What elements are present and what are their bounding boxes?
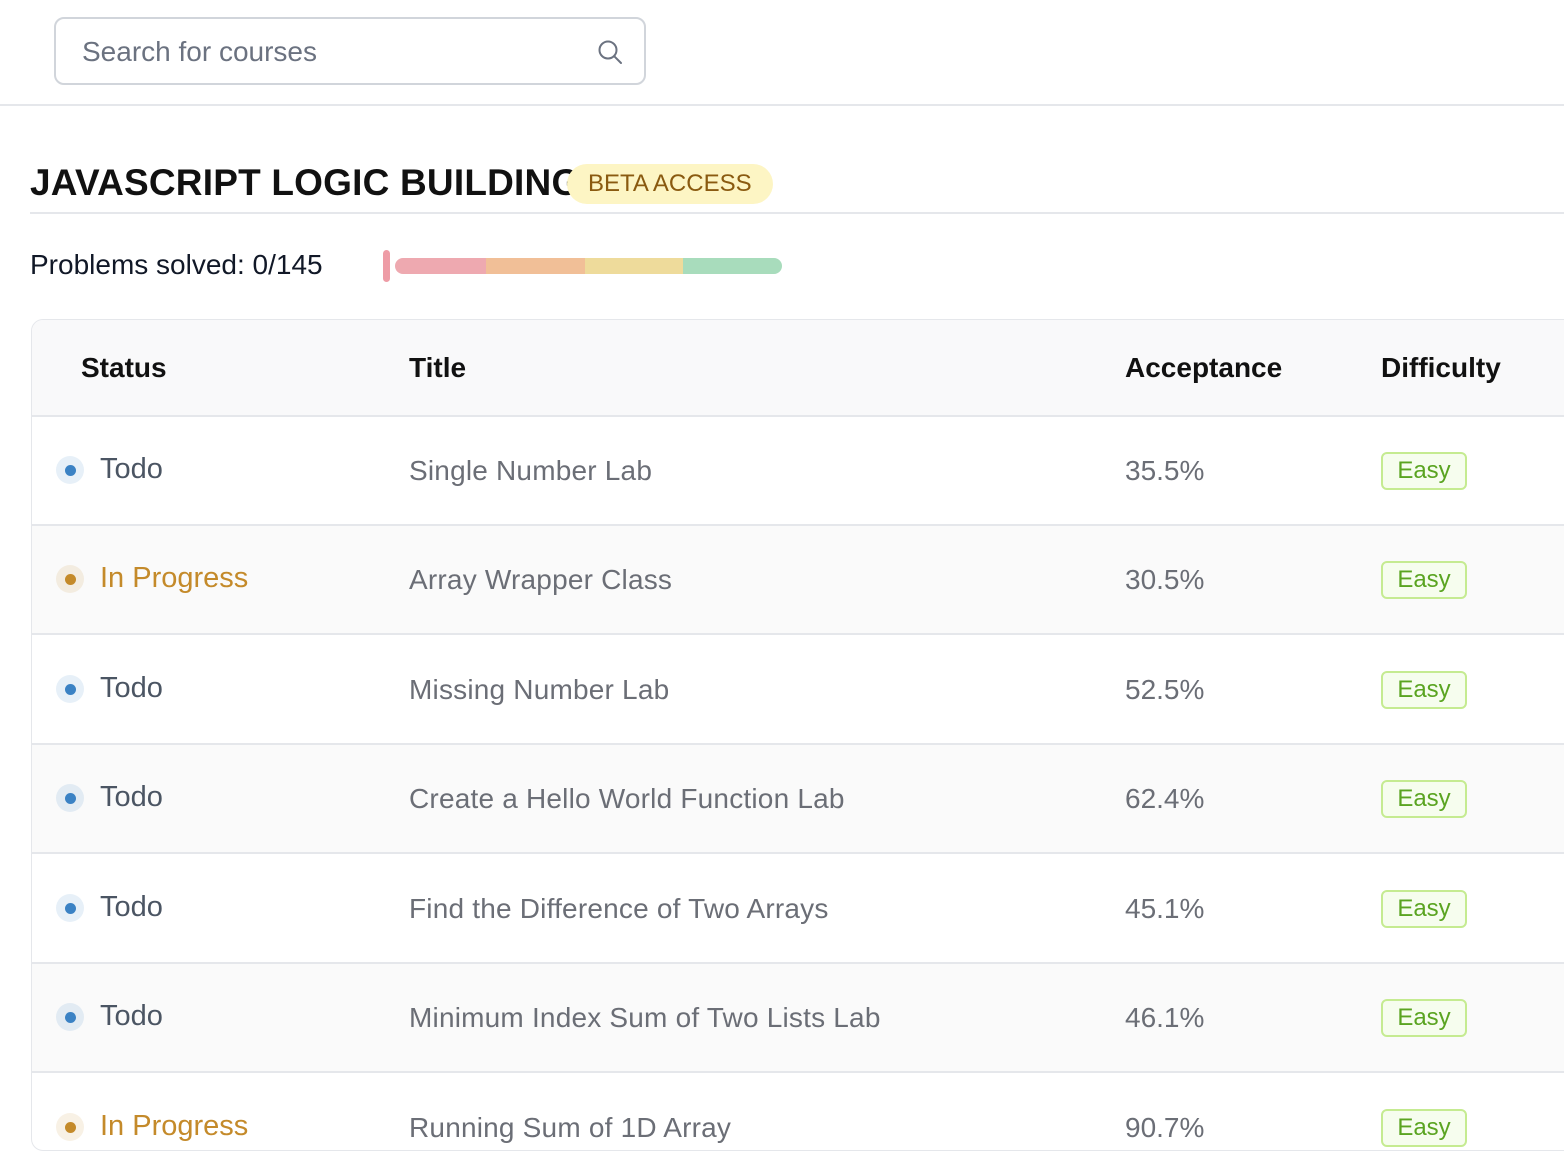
row-title[interactable]: Minimum Index Sum of Two Lists Lab [409, 1002, 881, 1033]
row-acceptance: 62.4% [1125, 783, 1205, 814]
search-icon[interactable] [596, 38, 624, 66]
problems-table: Status Title Acceptance Difficulty Todo … [31, 319, 1564, 1151]
table-row[interactable]: Todo Find the Difference of Two Arrays 4… [32, 855, 1564, 964]
progress-marker [383, 250, 390, 282]
row-acceptance: 52.5% [1125, 674, 1205, 705]
header-title[interactable]: Title [409, 352, 467, 383]
progress-segment-1 [395, 258, 486, 274]
table-row[interactable]: Todo Create a Hello World Function Lab 6… [32, 745, 1564, 854]
course-title: JAVASCRIPT LOGIC BUILDING [30, 162, 581, 203]
status-dot-icon [56, 784, 84, 812]
progress-bar [395, 258, 782, 274]
title-divider [30, 212, 1564, 214]
status-dot-icon [56, 1113, 84, 1141]
header-acceptance[interactable]: Acceptance [1125, 352, 1283, 383]
status-dot-icon [56, 675, 84, 703]
progress-segment-3 [585, 258, 683, 274]
row-status: Todo [100, 781, 163, 813]
row-title[interactable]: Find the Difference of Two Arrays [409, 893, 829, 924]
table-row[interactable]: In Progress Array Wrapper Class 30.5% Ea… [32, 526, 1564, 635]
problems-solved-label: Problems solved: 0/145 [30, 249, 323, 280]
difficulty-badge: Easy [1381, 561, 1467, 599]
search-input[interactable] [80, 19, 584, 85]
row-acceptance: 45.1% [1125, 893, 1205, 924]
progress-segment-2 [486, 258, 585, 274]
difficulty-badge: Easy [1381, 890, 1467, 928]
difficulty-badge: Easy [1381, 780, 1467, 818]
row-status: Todo [100, 1000, 163, 1032]
row-acceptance: 46.1% [1125, 1002, 1205, 1033]
difficulty-badge: Easy [1381, 1109, 1467, 1147]
row-status: In Progress [100, 1110, 249, 1142]
difficulty-badge: Easy [1381, 452, 1467, 490]
beta-access-badge: BETA ACCESS [567, 164, 773, 204]
row-title[interactable]: Running Sum of 1D Array [409, 1112, 732, 1143]
row-title[interactable]: Array Wrapper Class [409, 564, 673, 595]
row-title[interactable]: Create a Hello World Function Lab [409, 783, 845, 814]
status-dot-icon [56, 565, 84, 593]
table-row[interactable]: Todo Missing Number Lab 52.5% Easy [32, 636, 1564, 745]
status-dot-icon [56, 456, 84, 484]
header-difficulty[interactable]: Difficulty [1381, 352, 1501, 383]
difficulty-badge: Easy [1381, 999, 1467, 1037]
progress-segment-4 [683, 258, 782, 274]
row-acceptance: 30.5% [1125, 564, 1205, 595]
row-status: Todo [100, 891, 163, 923]
table-row[interactable]: Todo Single Number Lab 35.5% Easy [32, 417, 1564, 526]
table-row[interactable]: Todo Minimum Index Sum of Two Lists Lab … [32, 964, 1564, 1073]
row-status: Todo [100, 453, 163, 485]
row-title[interactable]: Missing Number Lab [409, 674, 670, 705]
status-dot-icon [56, 1003, 84, 1031]
status-dot-icon [56, 894, 84, 922]
header-status[interactable]: Status [81, 352, 167, 383]
table-row[interactable]: In Progress Running Sum of 1D Array 90.7… [32, 1074, 1564, 1150]
row-status: In Progress [100, 562, 249, 594]
row-acceptance: 35.5% [1125, 455, 1205, 486]
difficulty-badge: Easy [1381, 671, 1467, 709]
top-bar [0, 0, 1564, 106]
row-title[interactable]: Single Number Lab [409, 455, 653, 486]
row-acceptance: 90.7% [1125, 1112, 1205, 1143]
table-header: Status Title Acceptance Difficulty [32, 320, 1564, 417]
search-box[interactable] [54, 17, 646, 85]
row-status: Todo [100, 672, 163, 704]
